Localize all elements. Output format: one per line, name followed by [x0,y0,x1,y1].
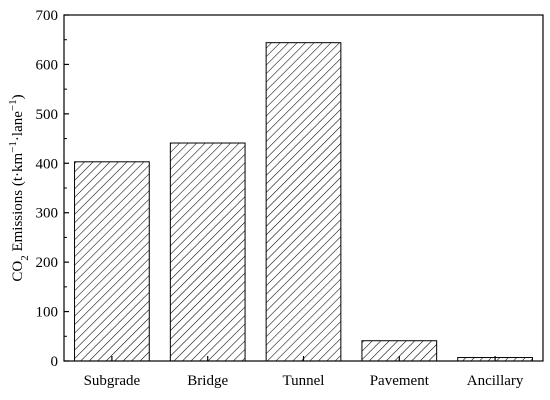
bars-group [74,42,533,362]
x-axis-ticks: Subgrade Bridge Tunnel Pavement Ancillary [84,356,524,389]
bar-bridge [169,142,246,362]
y-tick-label: 600 [36,57,59,73]
x-tick-label-bridge: Bridge [187,373,228,389]
y-axis-label: CO2 Emissions (t·km−1·lane−1) [7,94,31,281]
y-tick-label: 400 [36,156,59,172]
x-tick-label-ancillary: Ancillary [467,373,524,389]
y-tick-label: 100 [36,305,59,321]
bar-tunnel [265,42,342,362]
y-tick-label: 300 [36,206,59,222]
x-tick-label-tunnel: Tunnel [283,373,325,389]
x-tick-label-pavement: Pavement [370,373,430,389]
y-tick-label: 0 [51,354,59,370]
x-tick-label-subgrade: Subgrade [84,373,141,389]
plot-frame [63,14,544,362]
y-tick-label: 200 [36,255,59,271]
y-axis-ticks: 0 100 200 300 400 500 600 700 [36,8,69,370]
y-tick-label: 700 [36,8,59,24]
y-tick-label: 500 [36,107,59,123]
bar-subgrade [74,161,150,362]
